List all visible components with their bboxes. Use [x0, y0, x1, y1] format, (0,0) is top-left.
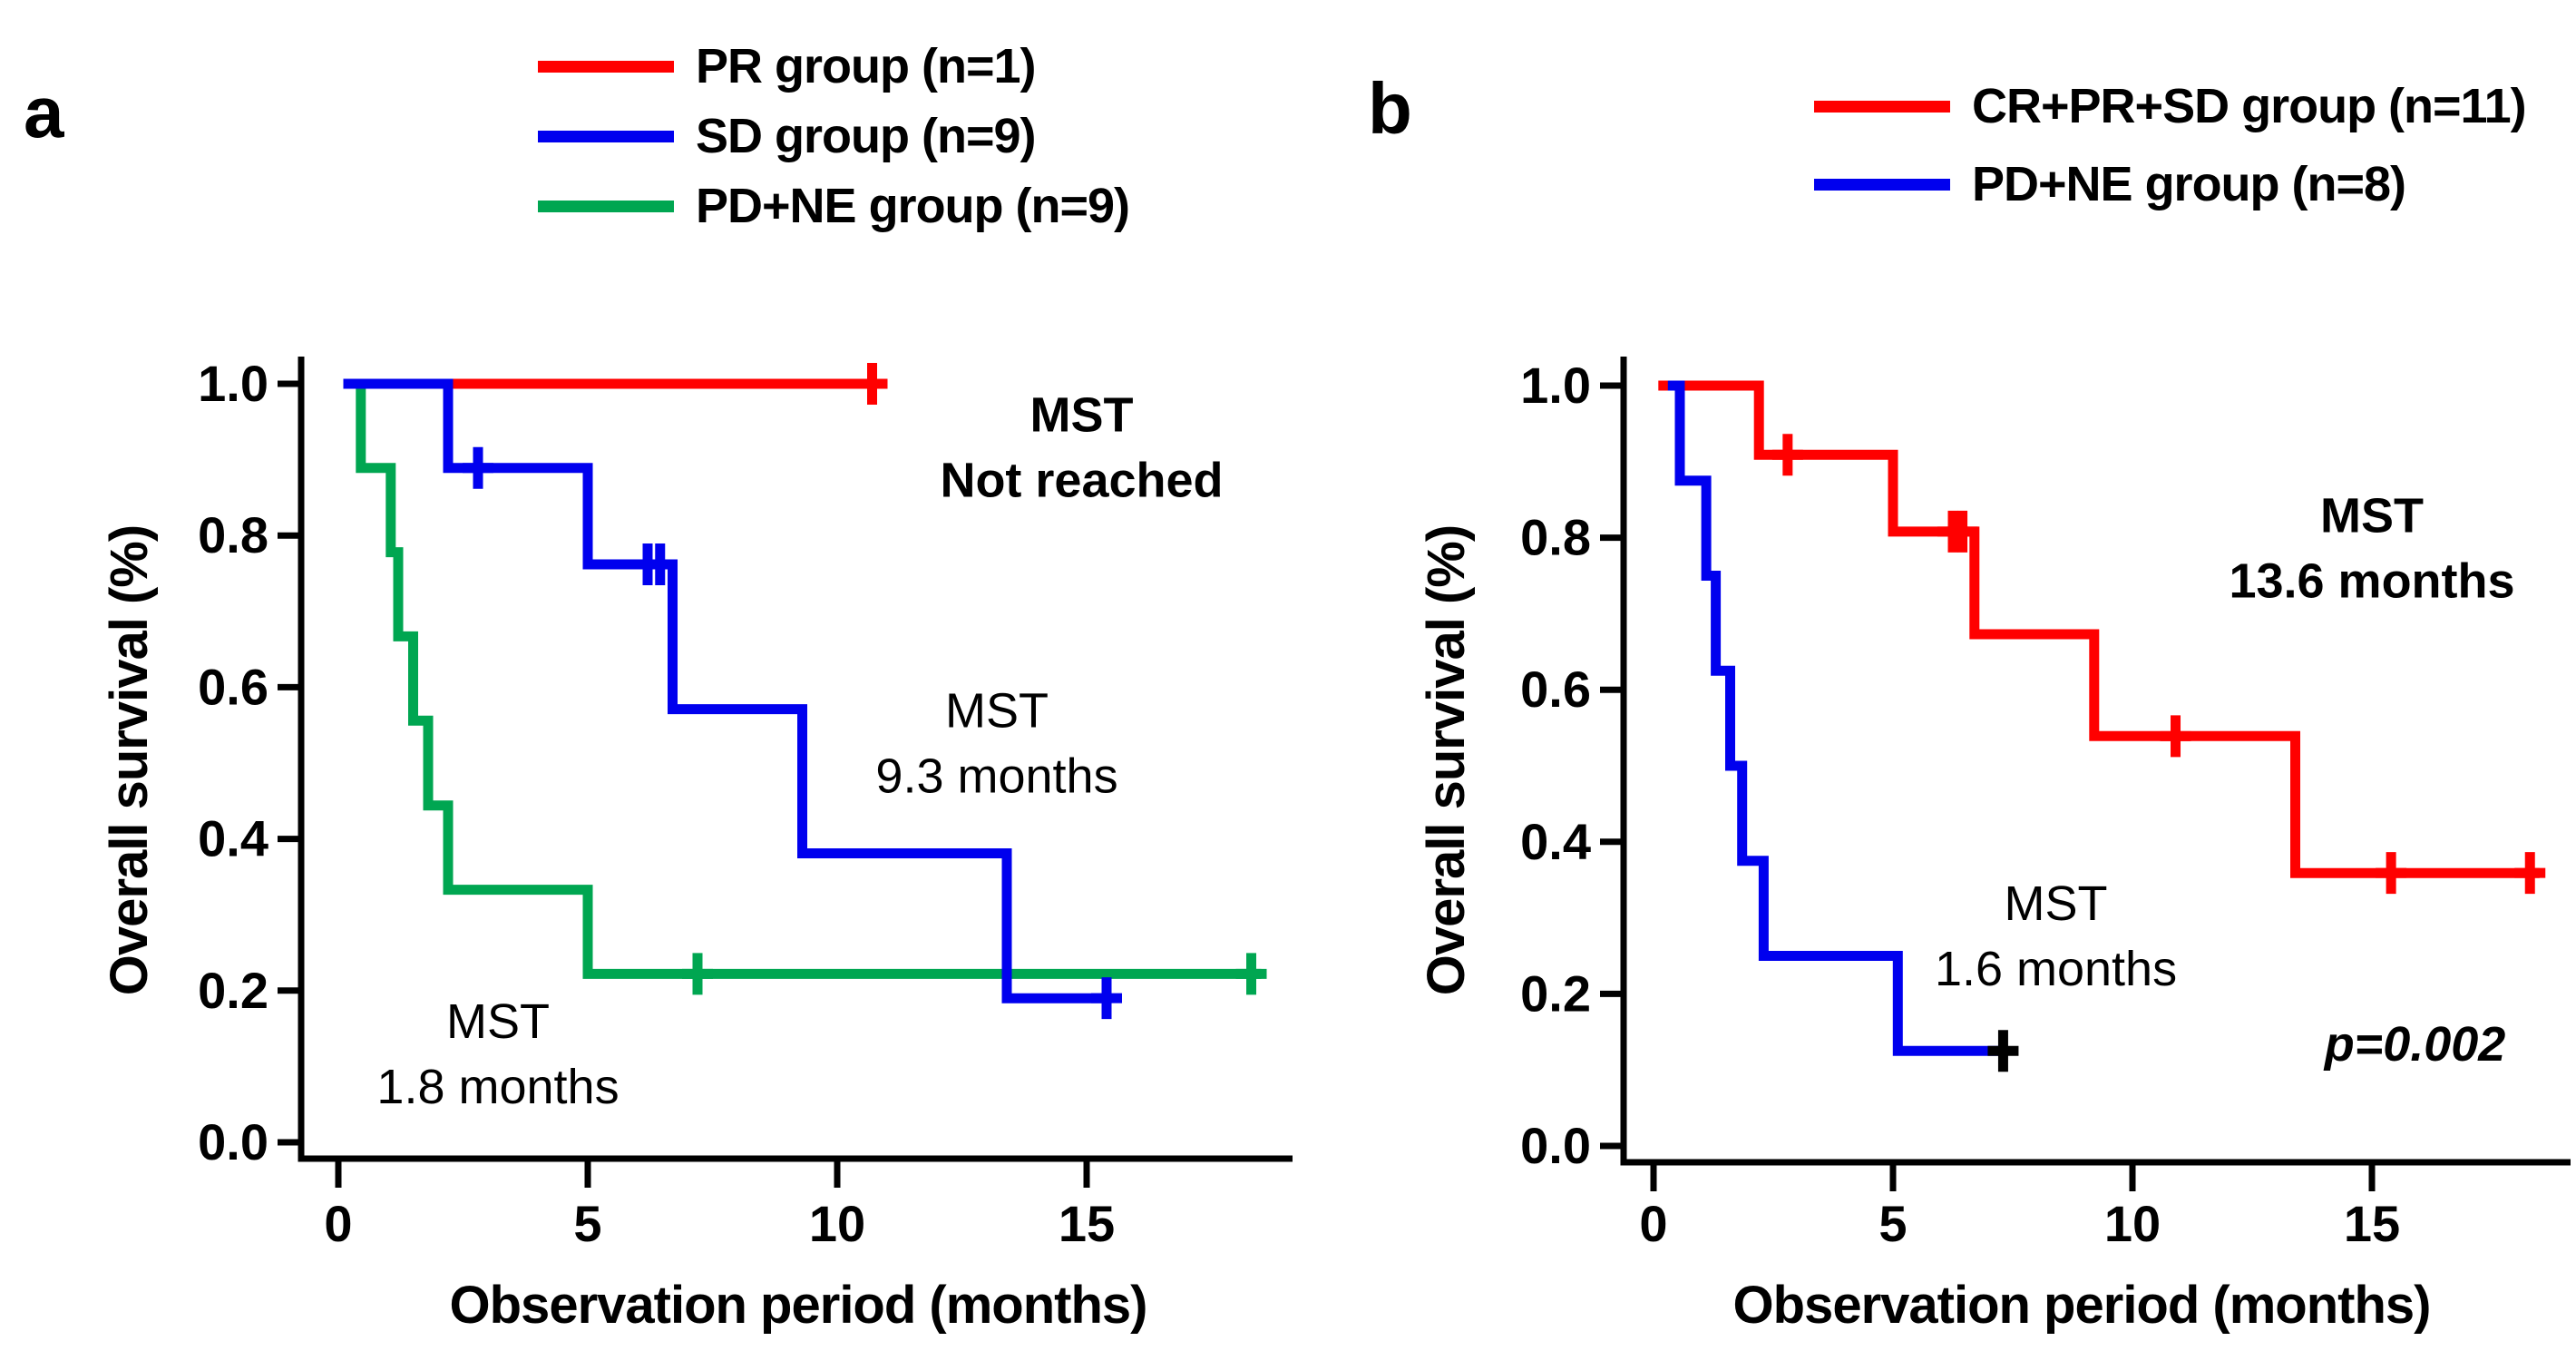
y-tick-label-b: 0.8: [1520, 509, 1591, 566]
x-tick-label-a: 5: [573, 1195, 601, 1252]
annotation-b: 13.6 months: [2229, 553, 2514, 608]
x-tick-label-a: 15: [1059, 1195, 1115, 1252]
annotation-b: MST: [2005, 876, 2108, 931]
x-axis-title-a: Observation period (months): [450, 1276, 1147, 1335]
annotation-a: MST: [446, 994, 550, 1049]
legend-label-sd-group: SD group (n=9): [696, 109, 1036, 163]
survival-curve-a-2: [348, 378, 1262, 979]
annotation-a: MST: [1030, 387, 1134, 442]
legend-label-pdne-group-b: PD+NE group (n=8): [1972, 157, 2406, 211]
y-tick-label-b: 1.0: [1520, 357, 1591, 414]
survival-curve-b-1: [1667, 380, 2008, 1056]
legend-line-pdne-group-a: [538, 200, 674, 212]
annotation-a: 9.3 months: [875, 749, 1117, 803]
annotation-a: Not reached: [940, 453, 1223, 507]
x-tick-label-a: 10: [809, 1195, 865, 1252]
legend-item-sd-group: SD group (n=9): [538, 103, 1036, 170]
legend-label-crprsd-group: CR+PR+SD group (n=11): [1972, 79, 2527, 133]
y-tick-label-b: 0.4: [1520, 813, 1591, 870]
annotation-a: MST: [945, 683, 1049, 738]
y-tick-label-a: 0.2: [198, 962, 268, 1019]
x-tick-label-b: 5: [1878, 1195, 1907, 1252]
x-tick-label-b: 15: [2344, 1195, 2400, 1252]
legend-line-crprsd-group: [1814, 100, 1950, 113]
y-tick-label-b: 0.0: [1520, 1117, 1591, 1174]
y-axis-title-a: Overall survival (%): [100, 525, 159, 995]
legend-label-pdne-group-a: PD+NE group (n=9): [696, 179, 1130, 233]
y-tick-label-a: 0.6: [198, 658, 268, 715]
annotation-b: MST: [2320, 488, 2424, 543]
legend-label-pr-group: PR group (n=1): [696, 39, 1036, 93]
annotation-b: p=0.002: [2323, 1017, 2506, 1072]
x-tick-label-b: 10: [2104, 1195, 2161, 1252]
panel-b-letter: b: [1368, 68, 1412, 149]
y-tick-label-a: 0.4: [198, 810, 268, 867]
legend-item-crprsd-group: CR+PR+SD group (n=11): [1814, 73, 2527, 140]
legend-item-pdne-group-b: PD+NE group (n=8): [1814, 151, 2406, 218]
x-tick-label-a: 0: [324, 1195, 352, 1252]
x-axis-title-b: Observation period (months): [1733, 1276, 2431, 1335]
panel-a-letter: a: [24, 72, 64, 152]
survival-curve-b-0: [1658, 380, 2540, 878]
legend-line-pdne-group-b: [1814, 178, 1950, 191]
legend-line-pr-group: [538, 60, 674, 73]
x-tick-label-b: 0: [1639, 1195, 1667, 1252]
y-tick-label-a: 0.8: [198, 506, 268, 563]
legend-item-pdne-group-a: PD+NE group (n=9): [538, 172, 1130, 240]
legend-line-sd-group: [538, 130, 674, 142]
y-tick-label-a: 1.0: [198, 355, 268, 412]
y-tick-label-b: 0.6: [1520, 661, 1591, 718]
y-tick-label-b: 0.2: [1520, 964, 1591, 1022]
annotation-a: 1.8 months: [376, 1060, 619, 1114]
y-tick-label-a: 0.0: [198, 1113, 268, 1170]
survival-curve-a-1: [343, 378, 1112, 1003]
legend-item-pr-group: PR group (n=1): [538, 33, 1036, 100]
y-axis-title-b: Overall survival (%): [1417, 525, 1476, 995]
annotation-b: 1.6 months: [1935, 942, 2177, 996]
